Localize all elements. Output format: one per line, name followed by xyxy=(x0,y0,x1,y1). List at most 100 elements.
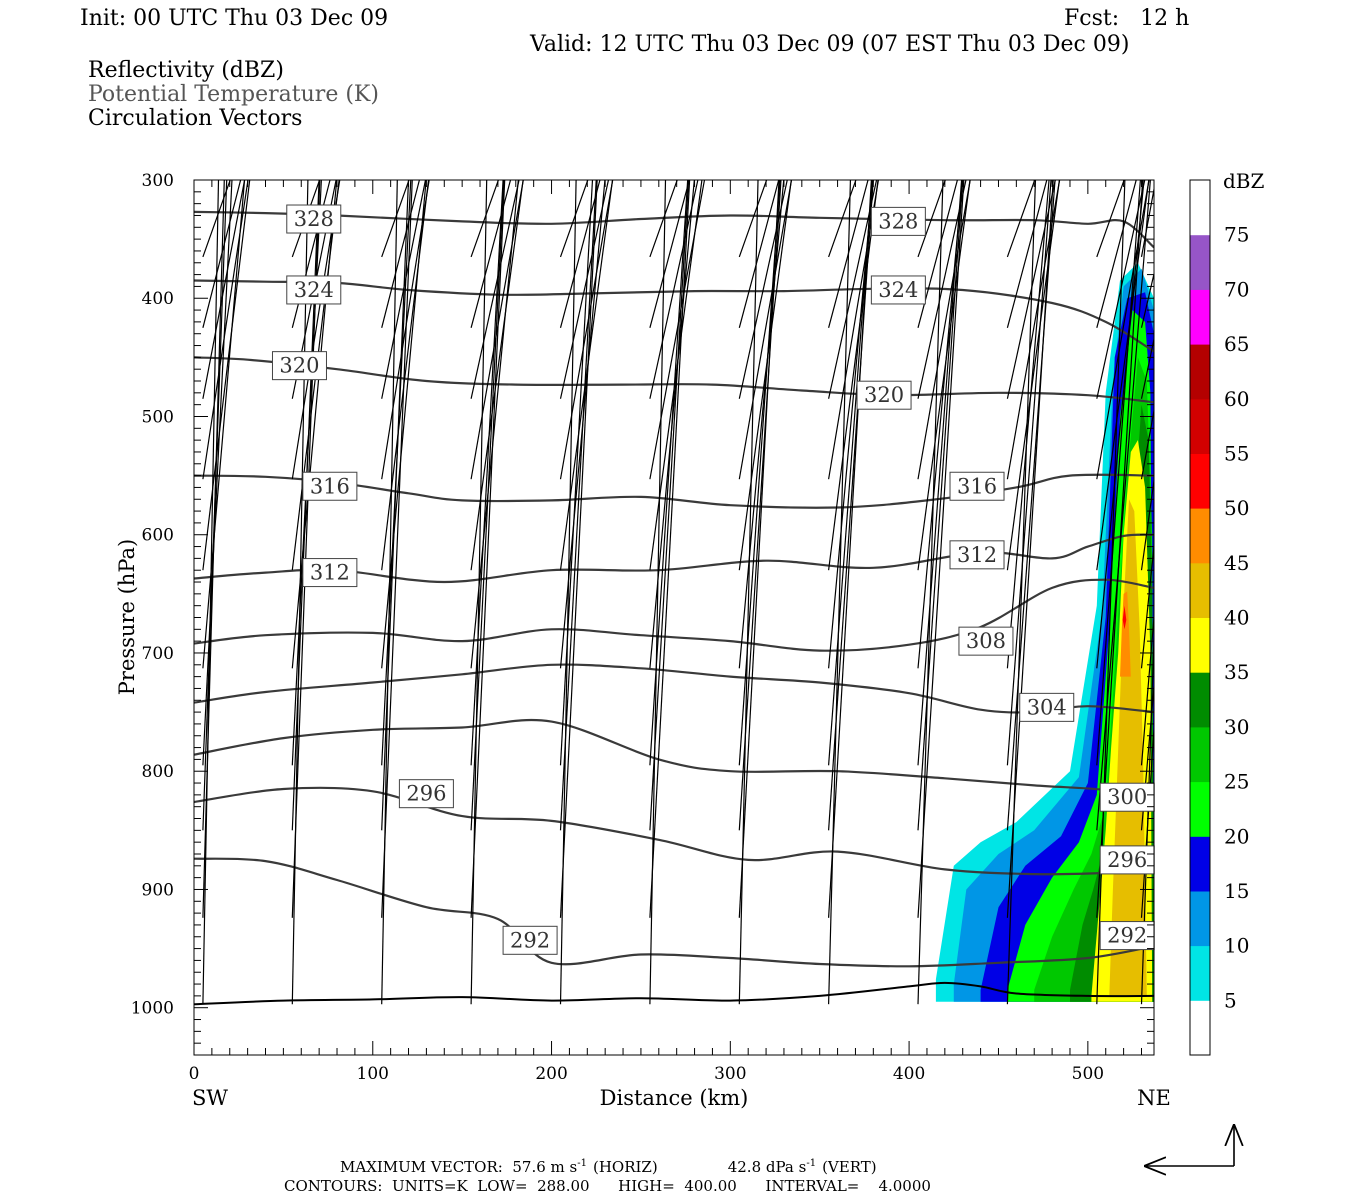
circulation-vector xyxy=(738,180,759,1005)
x-tick-label: 300 xyxy=(714,1064,746,1084)
contour-label-text: 292 xyxy=(1107,924,1147,948)
circulation-vector xyxy=(381,180,427,399)
contour-label-300: 300 xyxy=(1099,782,1155,812)
contour-label-296: 296 xyxy=(1099,845,1155,875)
colorbar-level-label: 45 xyxy=(1224,551,1249,575)
circulation-vector xyxy=(381,180,398,1005)
footer-contour-info: CONTOURS: UNITS=K LOW= 288.00 HIGH= 400.… xyxy=(284,1177,931,1195)
circulation-vector xyxy=(649,180,689,766)
colorbar-unit: dBZ xyxy=(1223,169,1265,193)
contour-label-text: 328 xyxy=(878,209,918,233)
contour-label-text: 324 xyxy=(294,278,334,302)
colorbar-level-label: 20 xyxy=(1224,824,1249,848)
y-tick-label: 700 xyxy=(142,644,174,664)
contour-label-text: 320 xyxy=(864,383,904,407)
x-tick-label: 0 xyxy=(189,1064,200,1084)
contour-label-box xyxy=(1099,845,1155,875)
colorbar-level-label: 70 xyxy=(1224,277,1249,301)
reference-vector-icon xyxy=(1144,1124,1234,1166)
contour-label-box xyxy=(302,558,358,588)
circulation-vector xyxy=(1096,180,1144,918)
contour-label-box xyxy=(286,204,342,234)
circulation-vector xyxy=(470,180,519,669)
circulation-vector xyxy=(381,180,427,669)
circulation-vector xyxy=(470,180,520,399)
circulation-vector xyxy=(381,180,413,918)
y-tick-label: 600 xyxy=(142,526,174,546)
circulation-vector xyxy=(828,180,869,328)
contour-label-box xyxy=(856,380,912,410)
circulation-vector xyxy=(470,180,488,1005)
contour-label-320: 320 xyxy=(856,380,912,410)
circulation-vector xyxy=(1096,180,1146,399)
circulation-vector xyxy=(738,180,780,918)
circulation-vector xyxy=(202,180,228,831)
circulation-vector xyxy=(559,180,597,831)
contour-label-box xyxy=(1099,921,1155,951)
colorbar-swatch xyxy=(1190,562,1210,618)
colorbar-level-label: 15 xyxy=(1224,879,1249,903)
circulation-vector xyxy=(1006,180,1056,399)
circulation-vector xyxy=(1140,185,1154,258)
contour-label-text: 300 xyxy=(1107,785,1147,809)
contour-label-box xyxy=(502,925,558,955)
contour-label-316: 316 xyxy=(949,471,1005,501)
colorbar-swatch xyxy=(1190,617,1210,673)
reflectivity-region-45dbz xyxy=(1120,591,1131,677)
colorbar-swatch xyxy=(1190,836,1210,892)
contour-label-box xyxy=(1099,782,1155,812)
contour-label-308: 308 xyxy=(958,626,1014,656)
contour-label-box xyxy=(398,779,454,809)
contour-label-304: 304 xyxy=(1019,692,1075,722)
contour-label-312: 312 xyxy=(302,558,358,588)
contour-label-328: 328 xyxy=(870,206,926,236)
contour-label-312: 312 xyxy=(949,540,1005,570)
contour-label-316: 316 xyxy=(302,471,358,501)
circulation-vector xyxy=(1096,180,1125,258)
circulation-vector xyxy=(1096,180,1137,328)
colorbar-swatch xyxy=(1190,1000,1210,1056)
colorbar-swatch xyxy=(1190,945,1210,1001)
footer-vert-value: 42.8 dPa s xyxy=(728,1158,807,1176)
circulation-vector xyxy=(381,180,430,571)
contour-label-text: 320 xyxy=(279,354,319,378)
colorbar-swatch xyxy=(1190,398,1210,454)
colorbar-swatch xyxy=(1190,180,1210,236)
colorbar-frame xyxy=(1189,179,1211,1056)
contour-labels: 328 328 324 324 320 320 316 316 312 312 308 304 300 2… xyxy=(271,204,1155,955)
circulation-vector xyxy=(738,180,768,258)
circulation-vector xyxy=(917,180,959,328)
contour-label-328: 328 xyxy=(286,204,342,234)
contour-label-text: 312 xyxy=(957,543,997,567)
contour-label-box xyxy=(271,351,327,381)
contour-label-292: 292 xyxy=(502,925,558,955)
circulation-vector xyxy=(470,180,512,328)
y-tick-label: 1000 xyxy=(131,999,174,1019)
circulation-vector xyxy=(649,180,667,1005)
theta-contour-296 xyxy=(194,786,1154,876)
circulation-vector xyxy=(828,180,874,669)
init-time: Init: 00 UTC Thu 03 Dec 09 xyxy=(80,6,388,31)
circulation-vector xyxy=(1006,180,1061,571)
circulation-vector xyxy=(470,180,505,831)
axis-ticks: 0 100 200 300 400 500 300 400 500 600 700 800 900 100… xyxy=(131,171,1154,1084)
circulation-vector xyxy=(202,180,242,328)
theta-contour-292 xyxy=(194,857,1154,968)
contour-label-text: 296 xyxy=(406,782,446,806)
circulation-vector xyxy=(828,180,852,1005)
circulation-vector xyxy=(559,180,614,480)
circulation-vector xyxy=(291,180,341,480)
circulation-vector xyxy=(917,180,963,766)
circulation-vector xyxy=(202,180,251,571)
contour-label-box xyxy=(870,275,926,305)
circulation-vector xyxy=(1140,610,1154,766)
x-tick-label: 100 xyxy=(357,1064,389,1084)
circulation-vectors xyxy=(202,180,1154,1005)
circulation-vector xyxy=(559,180,614,571)
theta-contour-304 xyxy=(194,663,1154,714)
circulation-vector xyxy=(649,180,691,918)
circulation-vector xyxy=(828,180,874,831)
circulation-vector xyxy=(559,180,577,1005)
colorbar-level-label: 55 xyxy=(1224,441,1249,465)
colorbar-level-label: 75 xyxy=(1224,223,1249,247)
